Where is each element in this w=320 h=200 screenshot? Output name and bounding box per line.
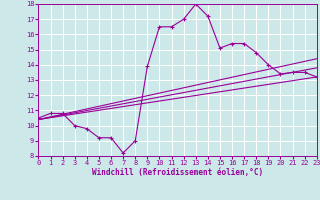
X-axis label: Windchill (Refroidissement éolien,°C): Windchill (Refroidissement éolien,°C): [92, 168, 263, 177]
